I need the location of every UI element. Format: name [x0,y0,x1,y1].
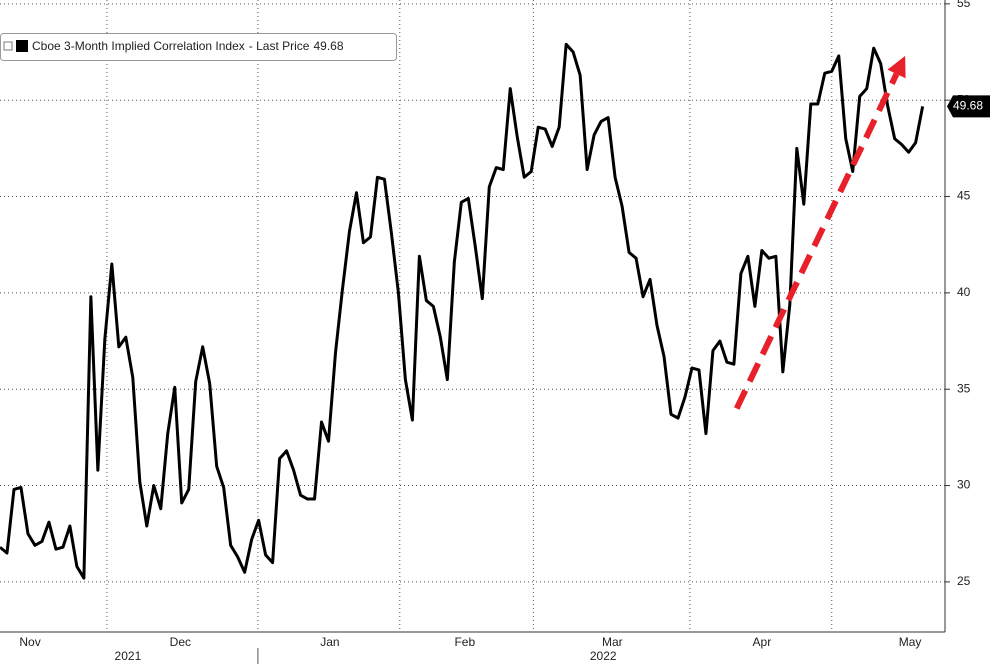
year-label: 2021 [115,649,142,663]
price-tag-label: 49.68 [953,99,983,113]
legend-box [0,33,397,61]
arrow-shaft [734,72,900,410]
y-tick-label: 40 [957,285,971,299]
line-series [0,42,925,580]
legend-part: - Last Price [249,39,310,53]
legend-text: Cboe 3-Month Implied Correlation Index - … [32,39,344,53]
x-tick-label: May [899,635,922,649]
y-tick-label: 25 [957,574,971,588]
x-tick-label: Dec [170,635,191,649]
price-tag [947,95,990,118]
legend-part: 49.68 [313,39,343,53]
x-tick-label: Jan [320,635,339,649]
year-label: 2022 [590,649,617,663]
legend-toggle [3,41,13,51]
legend-part: Cboe 3-Month Implied Correlation Index [32,39,245,53]
x-tick-label: Feb [454,635,475,649]
y-tick-label: 45 [957,189,971,203]
y-tick-label: 30 [957,478,971,492]
x-tick-label: Nov [19,635,40,649]
x-tick-label: Apr [753,635,772,649]
x-tick-label: Mar [602,635,623,649]
legend: Cboe 3-Month Implied Correlation Index - … [0,33,397,61]
y-tick-label: 35 [957,381,971,395]
y-tick-label: 55 [957,0,971,10]
legend-swatch [16,40,28,52]
arrow-head [887,55,906,79]
